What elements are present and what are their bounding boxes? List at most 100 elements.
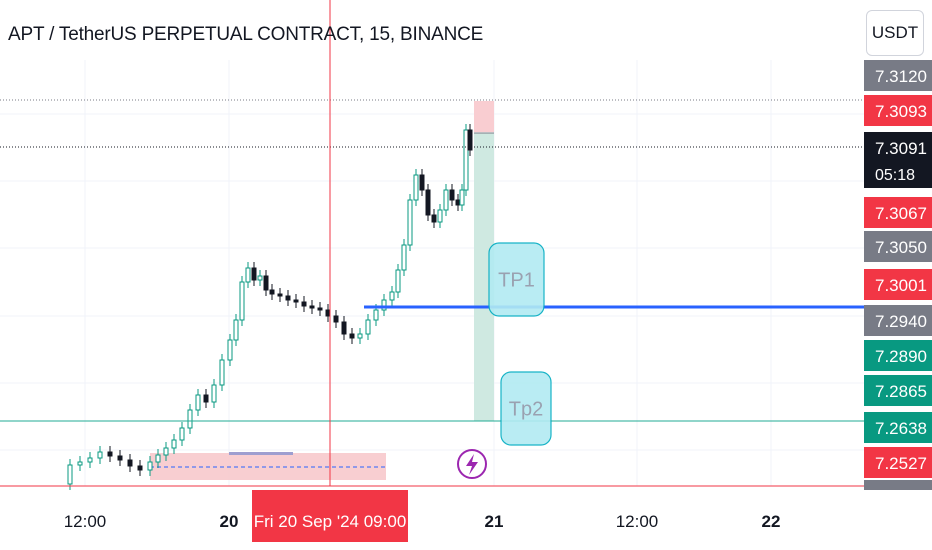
chart-title: APT / TetherUS PERPETUAL CONTRACT, 15, B… — [8, 24, 484, 45]
candle-body — [251, 267, 257, 281]
price-label-bg — [864, 340, 932, 371]
price-label-bg — [864, 197, 932, 228]
price-label-bg — [864, 269, 932, 300]
tp2-annotation-label: Tp2 — [509, 399, 543, 421]
candle-body — [77, 461, 83, 466]
candle-body — [117, 455, 123, 461]
price-label: 7.3091 — [875, 139, 927, 158]
crosshair-time-bg — [252, 490, 408, 542]
time-tick-label: 12:00 — [616, 512, 659, 531]
candle-body — [373, 309, 379, 321]
candle-body — [389, 291, 395, 301]
candle-body — [127, 459, 133, 467]
candle-body — [455, 199, 461, 206]
price-label-bg — [864, 375, 932, 406]
candle-body — [147, 461, 153, 471]
candle-body — [413, 174, 419, 201]
candle-body — [333, 315, 339, 323]
candle-body — [239, 281, 245, 321]
stop-loss-zone — [474, 101, 494, 132]
price-label: 7.2890 — [875, 347, 927, 366]
candle-body — [443, 189, 449, 211]
candle-body — [233, 319, 239, 341]
candle-body — [285, 295, 291, 301]
price-label: 7.3093 — [875, 102, 927, 121]
crosshair-time-label: Fri 20 Sep '24 09:00 — [254, 512, 407, 531]
price-label: 7.2865 — [875, 382, 927, 401]
price-label-bg — [864, 95, 932, 126]
price-label: 7.3050 — [875, 238, 927, 257]
time-tick-label: 21 — [485, 512, 504, 531]
candle-body — [87, 457, 93, 463]
candle-body — [467, 129, 473, 151]
tp2-annotation-box — [500, 371, 552, 446]
lightning-bolt-icon-glyph — [466, 454, 478, 475]
price-label: 7.3001 — [875, 276, 927, 295]
candle-body — [325, 309, 331, 317]
price-label: 7.2638 — [875, 419, 927, 438]
candle-body — [257, 275, 263, 281]
price-label: 7.2527 — [875, 454, 927, 473]
candle-body — [227, 339, 233, 361]
candle-body — [269, 289, 275, 295]
time-tick-label: 12:00 — [64, 512, 107, 531]
candle-body — [203, 394, 209, 403]
candle-body — [263, 275, 269, 291]
tp1-annotation-box — [488, 242, 545, 317]
candle-body — [309, 305, 315, 309]
candle-body — [277, 293, 283, 297]
countdown-label: 05:18 — [875, 167, 915, 184]
candle-body — [219, 359, 225, 386]
candle-body — [419, 174, 425, 191]
price-label-bg — [864, 412, 932, 443]
price-label-bg-cut — [864, 480, 932, 490]
zone-marker — [229, 452, 293, 455]
candle-body — [171, 439, 177, 449]
candle-body — [97, 451, 103, 459]
price-label: 7.3120 — [875, 67, 927, 86]
candle-body — [401, 244, 407, 271]
candle-body — [187, 409, 193, 429]
time-tick-label: 20 — [220, 512, 239, 531]
candle-body — [431, 214, 437, 223]
candle-body — [357, 333, 363, 339]
grid-layer — [0, 60, 864, 486]
candle-body — [463, 129, 469, 191]
candle-body — [195, 394, 201, 411]
candles-layer — [67, 124, 473, 490]
price-label-bg — [864, 305, 932, 336]
price-label-bg — [864, 60, 932, 91]
take-profit-zone — [474, 133, 494, 421]
candle-body — [425, 189, 431, 216]
candle-body — [365, 319, 371, 335]
candle-body — [449, 189, 455, 201]
candle-body — [349, 333, 355, 339]
price-label: 7.2940 — [875, 312, 927, 331]
annotations-layer: TP1 Tp2 — [457, 242, 552, 479]
candle-body — [301, 301, 307, 307]
currency-button[interactable]: USDT — [866, 10, 924, 56]
lines-layer — [0, 0, 864, 487]
axis-layer: 7.3120 7.3093 7.3091 05:18 7.3067 7.3050 7.300… — [64, 60, 932, 542]
candle-body — [179, 427, 185, 441]
price-label-bg — [864, 231, 932, 262]
candle-body — [459, 189, 465, 206]
candle-body — [437, 209, 443, 223]
candle-body — [107, 451, 113, 457]
candle-body — [163, 447, 169, 456]
candle-body — [317, 307, 323, 311]
tp1-annotation-label: TP1 — [498, 270, 535, 292]
price-label-bg — [864, 132, 932, 188]
candle-body — [395, 269, 401, 293]
candle-body — [155, 454, 161, 463]
candle-body — [211, 384, 217, 403]
candle-body — [407, 199, 413, 246]
candle-body — [381, 299, 387, 311]
candle-body — [341, 321, 347, 335]
candle-body — [245, 267, 251, 283]
price-label-bg — [864, 447, 932, 478]
time-tick-label: 22 — [762, 512, 781, 531]
price-label: 7.3067 — [875, 204, 927, 223]
